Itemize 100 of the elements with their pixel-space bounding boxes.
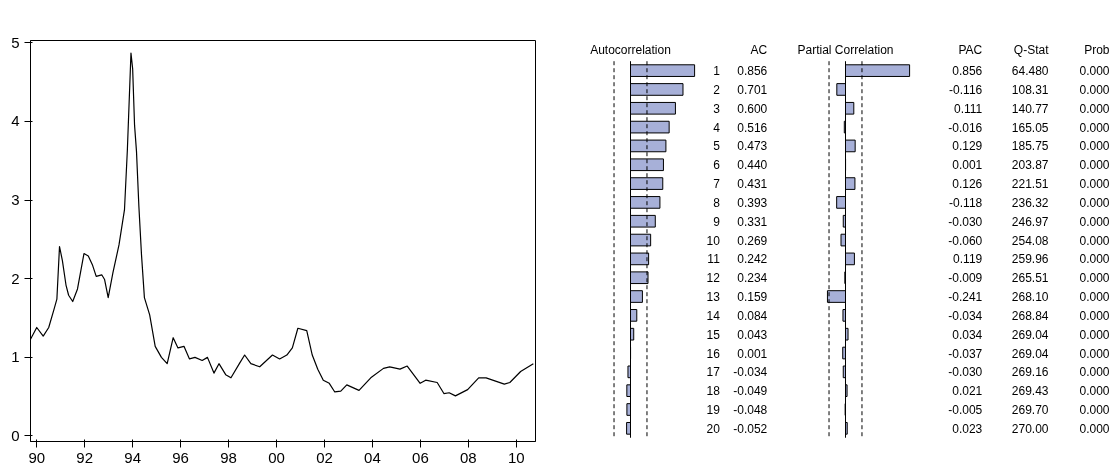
- text: 0.000: [1079, 403, 1110, 417]
- text: 0.000: [1079, 290, 1110, 305]
- data-label: 0.242: [737, 252, 768, 267]
- data-label: 0.393: [737, 195, 768, 210]
- data-label: 0.021: [952, 384, 983, 399]
- data-label: 0.023: [952, 421, 983, 436]
- x-tick-label: 92: [76, 448, 94, 466]
- y-tick-label: 1: [713, 64, 721, 79]
- text: 140.77: [1011, 101, 1049, 116]
- y-tick-label: 19: [706, 403, 721, 417]
- x-axis-title: AC: [750, 42, 768, 57]
- y-tick-label: 14: [706, 308, 721, 323]
- y-tick-label: 5: [713, 139, 721, 154]
- text: 254.08: [1011, 233, 1049, 248]
- text: 0.000: [1079, 271, 1110, 286]
- chart-title: Autocorrelation: [590, 42, 671, 57]
- x-tick-label: 10: [507, 448, 525, 466]
- y-tick-label: 6: [713, 158, 721, 173]
- data-label: -0.241: [948, 290, 983, 305]
- text: 0.000: [1079, 233, 1110, 248]
- data-label: -0.060: [948, 233, 983, 248]
- x-tick-label: 90: [28, 448, 46, 466]
- data-label: 0.001: [737, 346, 768, 361]
- data-label: 0.001: [952, 158, 983, 173]
- chart-title: Partial Correlation: [797, 42, 894, 57]
- data-label: 0.034: [952, 327, 983, 342]
- text: 269.43: [1011, 384, 1049, 399]
- data-label: -0.034: [948, 308, 983, 323]
- x-tick-label: 06: [412, 448, 429, 466]
- text: 246.97: [1011, 214, 1049, 229]
- text: 269.16: [1011, 365, 1049, 380]
- data-label: 0.129: [952, 139, 983, 154]
- data-label: 0.516: [737, 120, 768, 135]
- data-label: 0.159: [737, 290, 768, 305]
- text: 0.000: [1079, 158, 1110, 173]
- text: 0.000: [1079, 308, 1110, 323]
- text: 64.480: [1011, 64, 1049, 79]
- text: Q-Stat: [1013, 42, 1050, 57]
- text: 270.00: [1011, 421, 1049, 436]
- data-label: -0.034: [733, 365, 768, 380]
- text: 0.000: [1079, 346, 1110, 361]
- text: 0.000: [1079, 195, 1110, 210]
- y-tick-label: 15: [706, 327, 721, 342]
- text: 221.51: [1011, 177, 1049, 192]
- data-label: -0.009: [948, 271, 983, 286]
- y-tick-label: 1: [11, 348, 20, 366]
- data-label: -0.030: [948, 214, 983, 229]
- text: 236.32: [1011, 195, 1049, 210]
- y-tick-label: 20: [706, 421, 721, 436]
- text: 185.75: [1011, 139, 1049, 154]
- text: 0.000: [1079, 327, 1110, 342]
- data-label: 0.126: [952, 177, 983, 192]
- text: 108.31: [1011, 82, 1049, 97]
- x-tick-label: 96: [172, 448, 189, 466]
- data-label: 0.600: [737, 101, 768, 116]
- text: 0.000: [1079, 101, 1110, 116]
- text: 0.000: [1079, 120, 1110, 135]
- y-tick-label: 8: [713, 195, 721, 210]
- text: 0.000: [1079, 82, 1110, 97]
- text: 0.000: [1079, 384, 1110, 399]
- text: 268.10: [1011, 290, 1049, 305]
- data-label: 0.473: [737, 139, 768, 154]
- text: 0.000: [1079, 64, 1110, 79]
- y-tick-label: 3: [713, 101, 721, 116]
- y-tick-label: 2: [11, 269, 20, 287]
- text: 0.000: [1079, 252, 1110, 267]
- y-tick-label: 2: [713, 82, 721, 97]
- text: 268.84: [1011, 308, 1049, 323]
- y-tick-label: 0: [11, 427, 20, 444]
- data-label: 0.440: [737, 158, 768, 173]
- data-label: -0.005: [948, 403, 983, 417]
- text: 203.87: [1011, 158, 1049, 173]
- text: 269.70: [1011, 403, 1049, 417]
- y-tick-label: 4: [11, 112, 20, 130]
- data-label: -0.118: [949, 195, 983, 210]
- data-label: 0.856: [737, 64, 768, 79]
- text: 0.000: [1079, 214, 1110, 229]
- data-label: 0.856: [952, 64, 983, 79]
- data-label: 0.431: [737, 177, 768, 192]
- y-tick-label: 12: [706, 271, 721, 286]
- y-tick-label: 9: [713, 214, 721, 229]
- text: 0.000: [1079, 421, 1110, 436]
- x-tick-label: 00: [268, 448, 285, 466]
- data-label: -0.048: [733, 403, 768, 417]
- data-label: -0.049: [733, 384, 768, 399]
- data-label: -0.037: [948, 346, 983, 361]
- x-axis-title: PAC: [958, 42, 983, 57]
- text: Prob: [1084, 42, 1110, 57]
- y-tick-label: 13: [706, 290, 721, 305]
- data-label: 0.269: [737, 233, 768, 248]
- x-tick-label: 04: [364, 448, 381, 466]
- y-tick-label: 16: [706, 346, 721, 361]
- data-label: 0.331: [737, 214, 768, 229]
- data-label: -0.052: [733, 421, 768, 436]
- data-label: 0.111: [954, 101, 983, 116]
- y-tick-label: 10: [706, 233, 721, 248]
- text: 269.04: [1011, 327, 1049, 342]
- x-tick-label: 94: [124, 448, 141, 466]
- x-tick-label: 02: [316, 448, 333, 466]
- text: 165.05: [1011, 120, 1049, 135]
